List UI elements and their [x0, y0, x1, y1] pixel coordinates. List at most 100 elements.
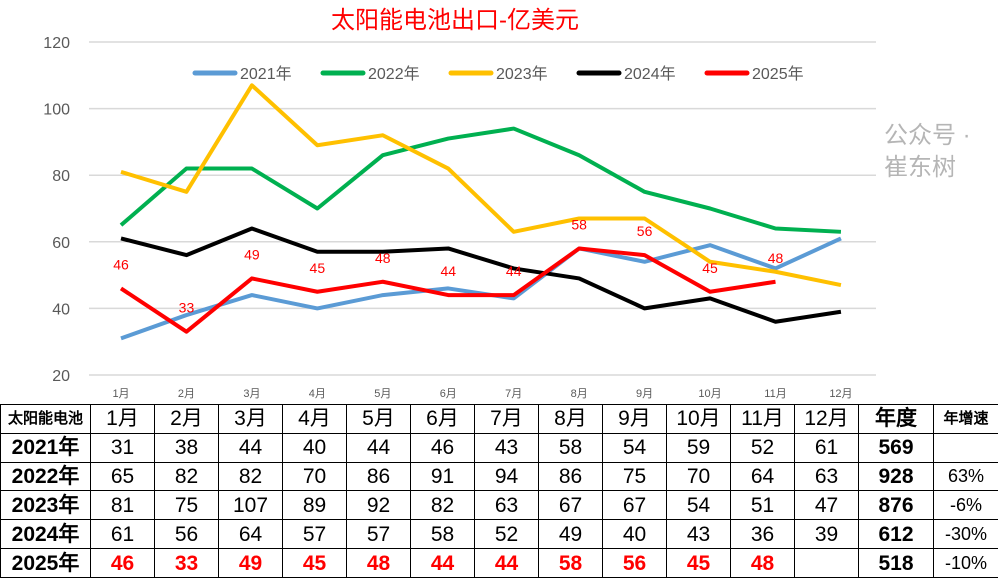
series-line-2022年	[119, 126, 842, 234]
table-cell: 56	[154, 519, 219, 550]
line-chart: 太阳能电池出口-亿美元 20 40 60 80 100 120 1月 2月 3月 4月 5月 6月 7月 8…	[43, 7, 876, 400]
series-line-2025年	[119, 246, 776, 334]
table-cell: 48	[346, 548, 411, 578]
data-label: 58	[571, 216, 587, 232]
table-row: 2025年 46 33 49 45 48 44 44 58 56 45 48 518 -10%	[0, 548, 998, 578]
table-cell: 45	[282, 548, 347, 578]
annual-total: 876	[858, 490, 934, 521]
corner-header: 太阳能电池	[0, 404, 91, 434]
y-tick-label: 80	[52, 168, 70, 185]
table-cell: 57	[282, 519, 347, 550]
data-label: 45	[702, 260, 718, 276]
table-cell: 54	[602, 432, 667, 463]
data-label: 48	[375, 250, 391, 266]
table-cell: 44	[474, 548, 539, 578]
row-label: 2024年	[0, 519, 91, 550]
table-cell: 67	[602, 490, 667, 521]
table-cell: 58	[538, 432, 603, 463]
row-label: 2021年	[0, 432, 91, 463]
y-tick-label: 100	[43, 102, 70, 119]
table-cell: 59	[666, 432, 731, 463]
table-cell	[794, 548, 859, 578]
table-row: 2021年 31 38 44 40 44 46 43 58 54 59 52 61 569	[0, 432, 998, 463]
table-cell: 75	[154, 490, 219, 521]
month-header: 9月	[602, 404, 667, 434]
annual-total: 518	[858, 548, 934, 578]
table-cell: 43	[474, 432, 539, 463]
x-tick-label: 6月	[440, 388, 457, 400]
table-cell: 64	[218, 519, 283, 550]
table-cell: 49	[218, 548, 283, 578]
table-cell: 43	[666, 519, 731, 550]
table-cell: 64	[730, 461, 795, 492]
table-cell: 31	[90, 432, 155, 463]
annual-growth: -10%	[933, 548, 998, 578]
table-cell: 54	[666, 490, 731, 521]
legend-label: 2021年	[240, 65, 292, 83]
data-label: 44	[440, 263, 456, 279]
table-cell: 48	[730, 548, 795, 578]
table-cell: 57	[346, 519, 411, 550]
table-cell: 39	[794, 519, 859, 550]
data-label: 45	[310, 260, 326, 276]
month-header: 2月	[154, 404, 219, 434]
month-header: 12月	[794, 404, 859, 434]
table-cell: 40	[282, 432, 347, 463]
x-tick-label: 2月	[178, 388, 195, 400]
annual-total: 569	[858, 432, 934, 463]
data-table: 太阳能电池 1月 2月 3月 4月 5月 6月 7月 8月 9月 10月 11月 12月 年度 年增速 202…	[0, 404, 998, 578]
month-header: 8月	[538, 404, 603, 434]
legend-label: 2023年	[496, 65, 548, 83]
table-cell: 44	[346, 432, 411, 463]
x-tick-label: 9月	[636, 388, 653, 400]
table-cell: 86	[538, 461, 603, 492]
growth-header: 年增速	[933, 404, 998, 434]
annual-growth: -30%	[933, 519, 998, 550]
table-cell: 70	[282, 461, 347, 492]
table-row: 2023年 81 75 107 89 92 82 63 67 67 54 51 47 876 -6%	[0, 490, 998, 521]
x-tick-label: 5月	[374, 388, 391, 400]
table-header-row: 太阳能电池 1月 2月 3月 4月 5月 6月 7月 8月 9月 10月 11月 12月 年度 年增速	[0, 404, 998, 434]
annual-growth	[933, 432, 998, 463]
y-tick-label: 20	[52, 368, 70, 385]
row-label: 2022年	[0, 461, 91, 492]
table-cell: 82	[154, 461, 219, 492]
month-header: 5月	[346, 404, 411, 434]
month-header: 4月	[282, 404, 347, 434]
legend-label: 2022年	[368, 65, 420, 83]
month-header: 1月	[90, 404, 155, 434]
table-cell: 61	[90, 519, 155, 550]
month-header: 3月	[218, 404, 283, 434]
x-tick-label: 12月	[829, 388, 852, 400]
table-cell: 46	[410, 432, 475, 463]
table-cell: 86	[346, 461, 411, 492]
table-cell: 44	[410, 548, 475, 578]
x-tick-label: 10月	[698, 388, 721, 400]
table-cell: 70	[666, 461, 731, 492]
table-cell: 38	[154, 432, 219, 463]
row-label: 2023年	[0, 490, 91, 521]
table-cell: 107	[218, 490, 283, 521]
data-label: 46	[113, 256, 129, 272]
table-cell: 56	[602, 548, 667, 578]
x-tick-label: 11月	[764, 388, 786, 400]
table-cell: 75	[602, 461, 667, 492]
table-cell: 81	[90, 490, 155, 521]
annual-total: 612	[858, 519, 934, 550]
table-cell: 49	[538, 519, 603, 550]
x-tick-label: 3月	[243, 388, 260, 400]
table-cell: 44	[218, 432, 283, 463]
data-label: 33	[179, 300, 195, 316]
table-cell: 46	[90, 548, 155, 578]
month-header: 11月	[730, 404, 795, 434]
table-cell: 40	[602, 519, 667, 550]
table-cell: 61	[794, 432, 859, 463]
row-label: 2025年	[0, 548, 91, 578]
series-line-2023年	[120, 83, 842, 288]
table-cell: 58	[410, 519, 475, 550]
table-row: 2024年 61 56 64 57 57 58 52 49 40 43 36 39 612 -30%	[0, 519, 998, 550]
y-tick-label: 60	[52, 235, 70, 252]
x-tick-label: 1月	[112, 388, 129, 400]
table-cell: 67	[538, 490, 603, 521]
month-header: 6月	[410, 404, 475, 434]
